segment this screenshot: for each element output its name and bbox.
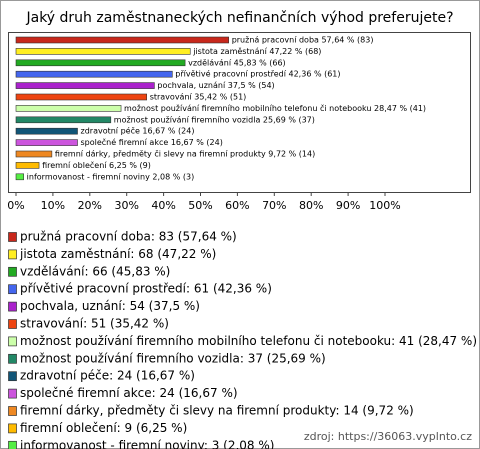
data-label: pružná pracovní doba 57,64 % (83) — [232, 36, 374, 45]
x-tick-label: 60% — [225, 199, 249, 212]
legend-swatch — [8, 353, 17, 364]
x-tick-label: 90% — [336, 199, 360, 212]
legend-label: jistota zaměstnání: 68 (47,22 %) — [19, 247, 216, 261]
legend-swatch — [8, 232, 17, 242]
legend-label: zdravotní péče: 24 (16,67 %) — [20, 369, 195, 383]
bar — [15, 48, 191, 55]
bar — [15, 70, 173, 78]
chart-title: Jaký druh zaměstnaneckých nefinančních v… — [25, 10, 453, 26]
data-label: firemní oblečení 6,25 % (9) — [42, 160, 151, 170]
legend-swatch — [8, 388, 17, 399]
legend-swatch — [8, 423, 17, 434]
x-tick-label: 40% — [151, 199, 175, 212]
legend-label: informovanost - firemní noviny: 3 (2,08 … — [20, 438, 274, 449]
data-label: zdravotní péče 16,67 % (24) — [81, 126, 195, 136]
bar — [15, 59, 186, 67]
x-tick-label: 0% — [7, 199, 24, 212]
data-label: přívětivé pracovní prostředí 42,36 % (61… — [175, 69, 340, 79]
legend-label: firemní dárky, předměty či slevy na fire… — [20, 404, 414, 418]
plot-frame — [8, 32, 471, 193]
x-tick-label: 50% — [188, 199, 212, 212]
legend-label: společné firemní akce: 24 (16,67 %) — [20, 386, 238, 400]
data-label: jistota zaměstnání 47,22 % (68) — [192, 47, 321, 56]
bar — [15, 105, 122, 112]
x-tick-label: 70% — [262, 199, 286, 212]
data-label: firemní dárky, předměty či slevy na fire… — [55, 149, 315, 159]
legend-swatch — [8, 371, 17, 382]
legend-label: přívětivé pracovní prostředí: 61 (42,36 … — [20, 282, 272, 296]
bar — [15, 139, 78, 146]
bar — [15, 93, 147, 101]
legend-swatch — [8, 284, 17, 295]
legend-swatch — [8, 249, 17, 260]
data-label: informovanost - firemní noviny 2,08 % (3… — [27, 172, 195, 181]
legend-label: firemní oblečení: 9 (6,25 %) — [20, 421, 187, 435]
data-label: vzdělávání 45,83 % (66) — [188, 58, 286, 67]
data-label: možnost používání firemního vozidla 25,6… — [114, 115, 315, 124]
legend-label: stravování: 51 (35,42 %) — [20, 317, 169, 331]
bar — [15, 36, 229, 44]
data-label: společné firemní akce 16,67 % (24) — [81, 137, 223, 147]
legend-swatch — [8, 440, 17, 449]
legend-swatch — [8, 319, 17, 329]
x-tick-label: 100% — [369, 199, 400, 212]
legend-label: vzdělávání: 66 (45,83 %) — [20, 264, 170, 278]
bar — [15, 162, 40, 169]
bar — [15, 127, 78, 135]
legend-swatch — [8, 336, 17, 347]
legend-swatch — [8, 301, 17, 312]
legend-label: možnost používání firemního vozidla: 37 … — [20, 351, 326, 365]
x-tick-label: 80% — [299, 199, 323, 212]
legend-label: pružná pracovní doba: 83 (57,64 %) — [20, 230, 237, 244]
bar — [15, 173, 24, 181]
bar — [15, 82, 155, 89]
legend-swatch — [8, 406, 17, 416]
legend-label: pochvala, uznání: 54 (37,5 %) — [20, 299, 200, 313]
bar — [15, 150, 53, 158]
data-label: stravování 35,42 % (51) — [150, 93, 247, 102]
bar — [15, 116, 112, 124]
x-tick-label: 30% — [114, 199, 138, 212]
legend-label: možnost používání firemního mobilního te… — [20, 334, 477, 348]
x-tick-label: 10% — [41, 199, 65, 212]
data-label: pochvala, uznání 37,5 % (54) — [157, 81, 274, 90]
x-tick-label: 20% — [78, 199, 102, 212]
source: zdroj: https://36063.vyplnto.cz — [304, 430, 472, 443]
legend-swatch — [8, 266, 17, 277]
data-label: možnost používání firemního mobilního te… — [124, 103, 426, 113]
